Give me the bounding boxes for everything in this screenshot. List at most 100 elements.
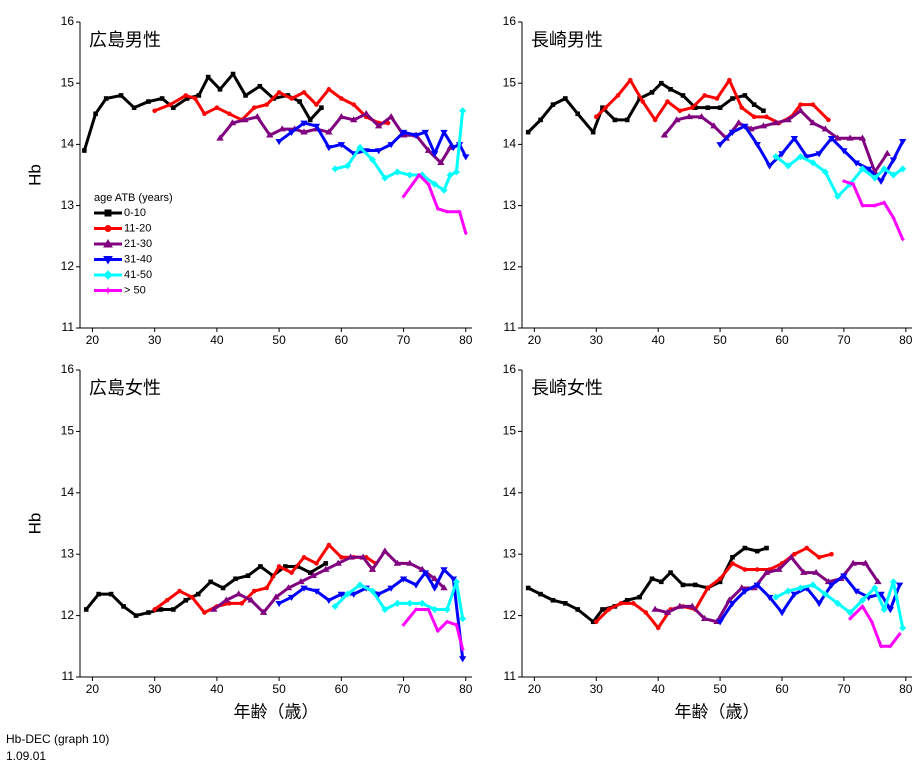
marker (440, 584, 448, 591)
marker (829, 551, 834, 557)
marker (651, 605, 659, 612)
y-axis-label: Hb (25, 513, 44, 535)
marker (877, 591, 885, 598)
marker (234, 590, 243, 597)
x-tick-label: 80 (899, 682, 913, 696)
footer-line: Hb-DEC (graph 10) (6, 732, 109, 746)
marker (171, 105, 176, 110)
marker (385, 120, 391, 126)
x-tick-label: 50 (272, 333, 286, 347)
marker (753, 142, 761, 149)
marker (167, 102, 173, 107)
marker (753, 582, 761, 589)
marker (152, 108, 157, 114)
marker (323, 561, 329, 566)
marker (339, 96, 344, 101)
marker (799, 568, 808, 575)
marker (815, 601, 823, 608)
marker (772, 153, 780, 161)
marker (205, 74, 211, 80)
marker (350, 591, 358, 598)
marker (430, 585, 439, 592)
marker (640, 99, 646, 104)
marker (359, 553, 367, 560)
marker (418, 565, 426, 572)
marker (677, 108, 683, 114)
marker (460, 647, 465, 652)
marker (858, 165, 866, 173)
marker (300, 128, 308, 135)
marker (437, 158, 445, 166)
marker (628, 77, 633, 83)
marker (458, 656, 467, 663)
x-tick-label: 70 (837, 333, 851, 347)
marker (431, 605, 439, 613)
marker (821, 125, 830, 132)
y-tick-label: 14 (503, 137, 517, 151)
marker (339, 554, 344, 560)
marker (164, 597, 170, 603)
marker (276, 564, 282, 569)
marker (765, 594, 774, 601)
marker (452, 168, 460, 176)
marker (399, 129, 408, 136)
x-tick-label: 30 (590, 333, 604, 347)
marker (412, 132, 420, 139)
marker (751, 114, 757, 120)
marker (852, 160, 860, 167)
marker (368, 587, 376, 595)
marker (730, 96, 735, 101)
marker (658, 80, 664, 86)
marker (663, 608, 672, 615)
x-tick-label: 80 (459, 682, 473, 696)
marker (452, 578, 460, 586)
marker (401, 623, 406, 627)
marker (710, 122, 718, 129)
marker (216, 134, 224, 141)
panel-title: 長崎男性 (531, 30, 603, 50)
marker (393, 168, 401, 176)
marker (880, 165, 888, 173)
marker (680, 93, 686, 98)
marker (131, 105, 137, 110)
marker (761, 108, 766, 114)
marker (118, 93, 124, 98)
marker (421, 570, 430, 577)
marker (739, 105, 745, 110)
marker (440, 129, 448, 136)
marker (693, 582, 698, 588)
marker (368, 156, 376, 164)
marker (374, 122, 383, 129)
marker (643, 610, 649, 615)
x-tick-label: 60 (775, 682, 789, 696)
marker (815, 151, 823, 158)
marker (804, 545, 810, 551)
marker (891, 216, 896, 220)
marker (797, 584, 805, 592)
marker (459, 107, 467, 115)
marker (895, 582, 904, 589)
marker (751, 102, 757, 107)
marker (314, 102, 319, 107)
marker (228, 119, 237, 126)
marker (435, 206, 440, 211)
marker (575, 607, 581, 612)
marker (103, 256, 113, 265)
marker (778, 610, 786, 617)
marker (258, 564, 263, 569)
marker (309, 571, 318, 578)
marker (852, 588, 860, 595)
marker (103, 238, 113, 248)
marker (652, 117, 658, 123)
marker (668, 87, 673, 92)
footer-line: 1.09.01 (6, 749, 46, 763)
marker (730, 554, 735, 560)
marker (393, 559, 402, 566)
y-tick-label: 15 (61, 424, 75, 438)
y-tick-label: 16 (61, 362, 75, 376)
marker (871, 174, 879, 182)
marker (899, 624, 907, 632)
series-line (849, 604, 901, 648)
marker (133, 613, 139, 618)
marker (840, 148, 848, 155)
